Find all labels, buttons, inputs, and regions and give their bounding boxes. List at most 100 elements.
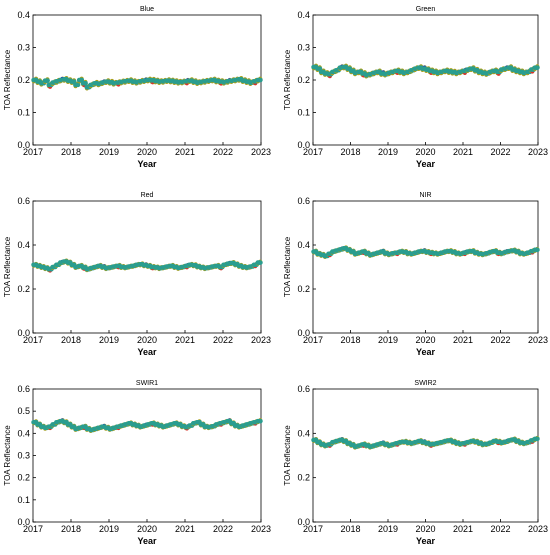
x-tick-label: 2017 [23,147,43,157]
y-tick-label: 0.4 [297,240,310,250]
x-tick-label: 2018 [61,147,81,157]
x-tick-label: 2020 [137,335,157,345]
x-tick-label: 2017 [23,335,43,345]
x-tick-label: 2020 [415,524,435,534]
y-tick-label: 0.4 [17,240,30,250]
x-tick-label: 2021 [175,335,195,345]
x-axis-label: Year [137,347,157,357]
panel-title: SWIR2 [414,380,436,387]
x-tick-label: 2023 [251,335,271,345]
data-points [311,435,540,450]
y-tick-label: 0.4 [17,10,30,20]
plot-frame [312,200,539,334]
data-points [31,258,263,273]
x-tick-label: 2022 [490,335,510,345]
data-point [535,247,540,253]
x-tick-label: 2017 [303,524,323,534]
y-tick-label: 0.2 [297,284,310,294]
y-tick-label: 0.1 [17,495,30,505]
y-tick-label: 0.4 [297,428,310,438]
y-axis-label: TOA Reflectance [283,49,292,110]
x-tick-label: 2019 [99,147,119,157]
data-point [83,80,88,86]
x-tick-label: 2019 [99,335,119,345]
y-tick-label: 0.4 [297,10,310,20]
data-points [31,75,263,91]
y-axis-label: TOA Reflectance [3,49,12,110]
x-tick-label: 2018 [340,335,360,345]
data-points [31,418,263,433]
x-tick-label: 2019 [378,524,398,534]
panel-nir: NIR 2017 2018 2019 2020 2021 2022 2023 0.0 0.2 0.4… [283,192,548,357]
x-tick-label: 2020 [137,524,157,534]
x-tick-label: 2022 [213,147,233,157]
y-tick-label: 0.0 [17,517,30,527]
data-point [258,260,263,265]
x-tick-label: 2021 [453,524,473,534]
x-axis-label: Year [416,159,436,169]
x-tick-label: 2022 [490,524,510,534]
x-tick-label: 2021 [453,335,473,345]
data-point [535,436,540,442]
panel-title: SWIR1 [136,380,158,387]
y-tick-label: 0.6 [17,196,30,206]
x-tick-label: 2018 [340,524,360,534]
y-tick-label: 0.5 [17,406,30,416]
x-tick-label: 2018 [61,524,81,534]
x-tick-label: 2017 [303,335,323,345]
data-point [535,65,540,70]
x-axis-label: Year [137,159,157,169]
y-tick-label: 0.0 [297,517,310,527]
x-tick-label: 2020 [137,147,157,157]
data-points [311,245,540,259]
x-tick-label: 2023 [528,524,548,534]
y-tick-label: 0.0 [297,140,310,150]
x-tick-label: 2019 [378,147,398,157]
x-tick-label: 2022 [490,147,510,157]
x-tick-label: 2021 [175,147,195,157]
y-tick-label: 0.6 [17,384,30,394]
data-point [75,82,81,88]
x-tick-label: 2017 [303,147,323,157]
x-tick-label: 2023 [251,524,271,534]
x-tick-label: 2019 [99,524,119,534]
data-points [311,63,540,79]
panel-title: NIR [419,192,431,199]
y-axis-label: TOA Reflectance [283,236,292,297]
x-tick-label: 2021 [453,147,473,157]
y-tick-label: 0.3 [17,43,30,53]
y-tick-label: 0.4 [17,428,30,438]
y-tick-label: 0.0 [17,140,30,150]
y-tick-label: 0.6 [297,384,310,394]
y-tick-label: 0.0 [297,328,310,338]
y-tick-label: 0.6 [297,196,310,206]
panel-red: Red 2017 2018 2019 2020 2021 2022 2023 0.0 0.2 0.4… [3,192,271,357]
x-tick-label: 2017 [23,524,43,534]
x-tick-label: 2018 [340,147,360,157]
y-tick-label: 0.2 [17,284,30,294]
y-axis-label: TOA Reflectance [3,425,12,486]
y-tick-label: 0.2 [17,75,30,85]
data-point [258,418,263,424]
x-tick-label: 2020 [415,335,435,345]
panel-title: Green [416,6,436,13]
x-tick-label: 2022 [213,335,233,345]
data-point [45,78,50,83]
panel-swir1: SWIR1 2017 2018 2019 2020 2021 2022 2023 0.0 0.1 0… [3,380,271,546]
x-axis-label: Year [416,536,436,546]
panel-green: Green 2017 2018 2019 2020 2021 2022 2023 0.0 0.1 0… [283,6,548,169]
x-tick-label: 2021 [175,524,195,534]
x-tick-label: 2019 [378,335,398,345]
x-tick-label: 2022 [213,524,233,534]
y-axis-label: TOA Reflectance [283,425,292,486]
x-tick-label: 2018 [61,335,81,345]
y-tick-label: 0.0 [17,328,30,338]
panel-swir2: SWIR2 2017 2018 2019 2020 2021 2022 2023 0.0 0.2 0… [283,380,548,546]
plot-frame [312,388,539,523]
x-axis-label: Year [416,347,436,357]
y-tick-label: 0.3 [297,43,310,53]
data-point [258,77,263,83]
plot-frame [32,388,262,523]
